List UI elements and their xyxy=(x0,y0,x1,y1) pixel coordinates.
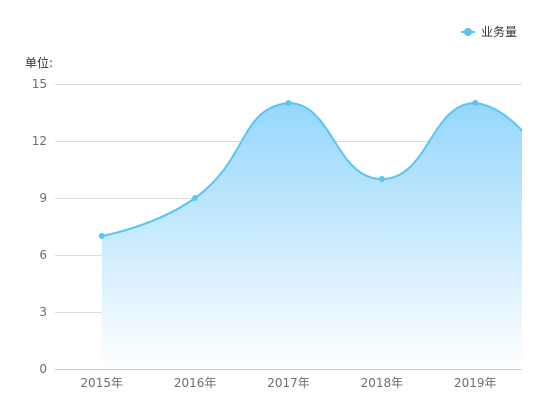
y-axis-label: 单位: xyxy=(25,55,53,70)
data-point[interactable] xyxy=(285,100,292,106)
x-tick-label: 2018年 xyxy=(361,376,404,390)
y-tick-label: 12 xyxy=(32,134,47,148)
series-layer xyxy=(100,102,522,369)
y-tick-label: 9 xyxy=(39,191,47,205)
axis-labels: 0 3 6 9 12 15 2015年 2016年 2017年 2018年 2019年 xyxy=(32,77,497,390)
data-point[interactable] xyxy=(378,176,385,182)
x-tick-label: 2019年 xyxy=(454,376,497,390)
data-points xyxy=(98,100,479,239)
series-area xyxy=(101,103,522,369)
x-tick-label: 2017年 xyxy=(267,376,310,390)
y-tick-label: 3 xyxy=(39,305,47,319)
x-tick-label: 2015年 xyxy=(80,376,123,390)
y-tick-label: 6 xyxy=(39,248,47,262)
data-point[interactable] xyxy=(192,195,199,201)
data-point[interactable] xyxy=(472,100,479,106)
legend-item[interactable]: 业务量 xyxy=(461,24,517,39)
y-tick-label: 0 xyxy=(39,362,47,376)
data-point[interactable] xyxy=(98,233,105,239)
legend-dot-marker-icon xyxy=(464,28,472,36)
legend-label: 业务量 xyxy=(481,24,517,39)
x-tick-label: 2016年 xyxy=(174,376,217,390)
y-tick-label: 15 xyxy=(32,77,47,91)
